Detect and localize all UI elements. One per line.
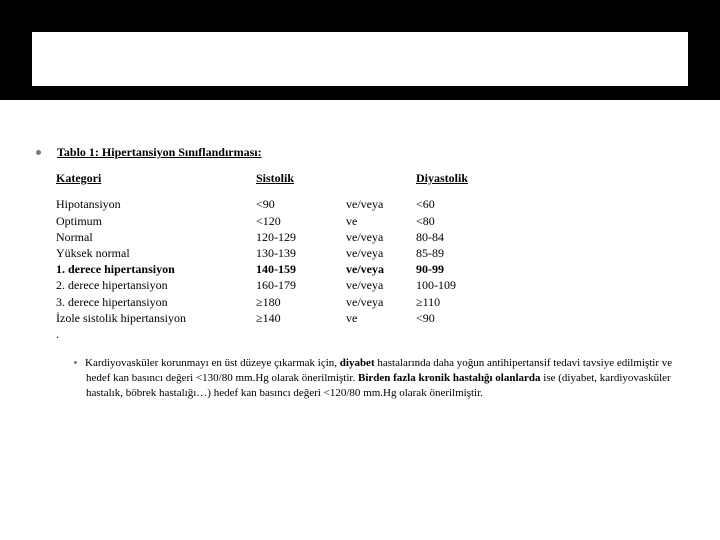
table-title-row: Tablo 1: Hipertansiyon Sınıflandırması: (36, 144, 684, 160)
cell-conjunction: ve/veya (346, 261, 416, 277)
cell-diastolic: <90 (416, 310, 506, 326)
note-bold-kronik: Birden fazla kronik hastalığı olanlarda (358, 372, 541, 384)
table-row: Normal120-129ve/veya80-84 (56, 229, 684, 245)
table-header-row: Kategori Sistolik Diyastolik (56, 170, 684, 186)
trailing-dot: . (56, 326, 684, 342)
cell-category: İzole sistolik hipertansiyon (56, 310, 256, 326)
cell-conjunction: ve/veya (346, 294, 416, 310)
top-black-band (0, 0, 720, 100)
cell-conjunction: ve (346, 310, 416, 326)
note-text-1: Kardiyovasküler korunmayı en üst düzeye … (85, 357, 340, 369)
cell-systolic: ≥140 (256, 310, 346, 326)
cell-systolic: 140-159 (256, 261, 346, 277)
slide-content: Tablo 1: Hipertansiyon Sınıflandırması: … (0, 100, 720, 401)
header-diastolic: Diyastolik (416, 170, 506, 186)
cell-systolic: <90 (256, 196, 346, 212)
bullet-icon (36, 150, 41, 155)
cell-category: 2. derece hipertansiyon (56, 277, 256, 293)
footnote: Kardiyovasküler korunmayı en üst düzeye … (74, 356, 674, 401)
table-row: 3. derece hipertansiyon≥180ve/veya≥110 (56, 294, 684, 310)
cell-conjunction: ve (346, 213, 416, 229)
bullet-icon (74, 361, 77, 364)
table-row: İzole sistolik hipertansiyon≥140ve<90 (56, 310, 684, 326)
cell-diastolic: ≥110 (416, 294, 506, 310)
cell-category: Yüksek normal (56, 245, 256, 261)
cell-category: Hipotansiyon (56, 196, 256, 212)
cell-diastolic: <60 (416, 196, 506, 212)
cell-systolic: <120 (256, 213, 346, 229)
cell-systolic: 120-129 (256, 229, 346, 245)
table-title: Tablo 1: Hipertansiyon Sınıflandırması: (57, 144, 262, 160)
cell-diastolic: 85-89 (416, 245, 506, 261)
header-blank (346, 170, 416, 186)
title-placeholder-box (32, 32, 688, 86)
cell-diastolic: 80-84 (416, 229, 506, 245)
cell-diastolic: 90-99 (416, 261, 506, 277)
cell-category: 3. derece hipertansiyon (56, 294, 256, 310)
cell-diastolic: 100-109 (416, 277, 506, 293)
cell-systolic: 160-179 (256, 277, 346, 293)
table-row: Optimum<120ve<80 (56, 213, 684, 229)
header-systolic: Sistolik (256, 170, 346, 186)
header-category: Kategori (56, 170, 256, 186)
cell-category: 1. derece hipertansiyon (56, 261, 256, 277)
table-row: 1. derece hipertansiyon140-159ve/veya90-… (56, 261, 684, 277)
table-row: 2. derece hipertansiyon160-179ve/veya100… (56, 277, 684, 293)
cell-category: Optimum (56, 213, 256, 229)
cell-conjunction: ve/veya (346, 245, 416, 261)
cell-conjunction: ve/veya (346, 277, 416, 293)
table-row: Yüksek normal130-139ve/veya85-89 (56, 245, 684, 261)
table-body: Hipotansiyon<90ve/veya<60Optimum<120ve<8… (56, 196, 684, 326)
cell-systolic: 130-139 (256, 245, 346, 261)
table-row: Hipotansiyon<90ve/veya<60 (56, 196, 684, 212)
cell-systolic: ≥180 (256, 294, 346, 310)
cell-conjunction: ve/veya (346, 196, 416, 212)
cell-diastolic: <80 (416, 213, 506, 229)
note-bold-diyabet: diyabet (340, 357, 375, 369)
cell-conjunction: ve/veya (346, 229, 416, 245)
cell-category: Normal (56, 229, 256, 245)
